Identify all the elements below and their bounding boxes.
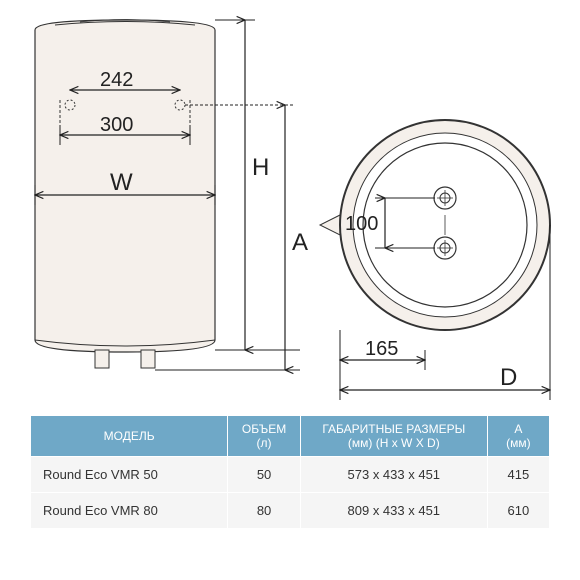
diagram-area: 242 300 W H A [0, 0, 580, 410]
label-A: A [292, 229, 308, 256]
dim-242: 242 [100, 69, 133, 91]
dim-100: 100 [345, 213, 378, 235]
label-W: W [110, 169, 133, 196]
cell-model: Round Eco VMR 50 [31, 457, 228, 493]
col-model: МОДЕЛЬ [31, 416, 228, 457]
col-dimensions: ГАБАРИТНЫЕ РАЗМЕРЫ (мм) (H x W X D) [300, 416, 487, 457]
cell-dimensions: 573 x 433 x 451 [300, 457, 487, 493]
col-a: A (мм) [487, 416, 549, 457]
spec-table: МОДЕЛЬ ОБЪЕМ (л) ГАБАРИТНЫЕ РАЗМЕРЫ (мм)… [30, 415, 550, 529]
dim-165: 165 [365, 338, 398, 360]
top-view: 100 165 D [320, 120, 550, 400]
dim-300: 300 [100, 114, 133, 136]
cell-dimensions: 809 x 433 x 451 [300, 493, 487, 529]
col-volume: ОБЪЕМ (л) [228, 416, 301, 457]
label-H: H [252, 154, 269, 181]
technical-drawing: 242 300 W H A [0, 0, 580, 410]
cell-a: 610 [487, 493, 549, 529]
cell-volume: 50 [228, 457, 301, 493]
cell-model: Round Eco VMR 80 [31, 493, 228, 529]
table-row: Round Eco VMR 80 80 809 x 433 x 451 610 [31, 493, 550, 529]
table-row: Round Eco VMR 50 50 573 x 433 x 451 415 [31, 457, 550, 493]
table-header-row: МОДЕЛЬ ОБЪЕМ (л) ГАБАРИТНЫЕ РАЗМЕРЫ (мм)… [31, 416, 550, 457]
front-view: 242 300 W H A [35, 20, 308, 371]
spec-table-area: МОДЕЛЬ ОБЪЕМ (л) ГАБАРИТНЫЕ РАЗМЕРЫ (мм)… [30, 415, 550, 529]
label-D: D [500, 364, 517, 391]
cell-volume: 80 [228, 493, 301, 529]
cell-a: 415 [487, 457, 549, 493]
